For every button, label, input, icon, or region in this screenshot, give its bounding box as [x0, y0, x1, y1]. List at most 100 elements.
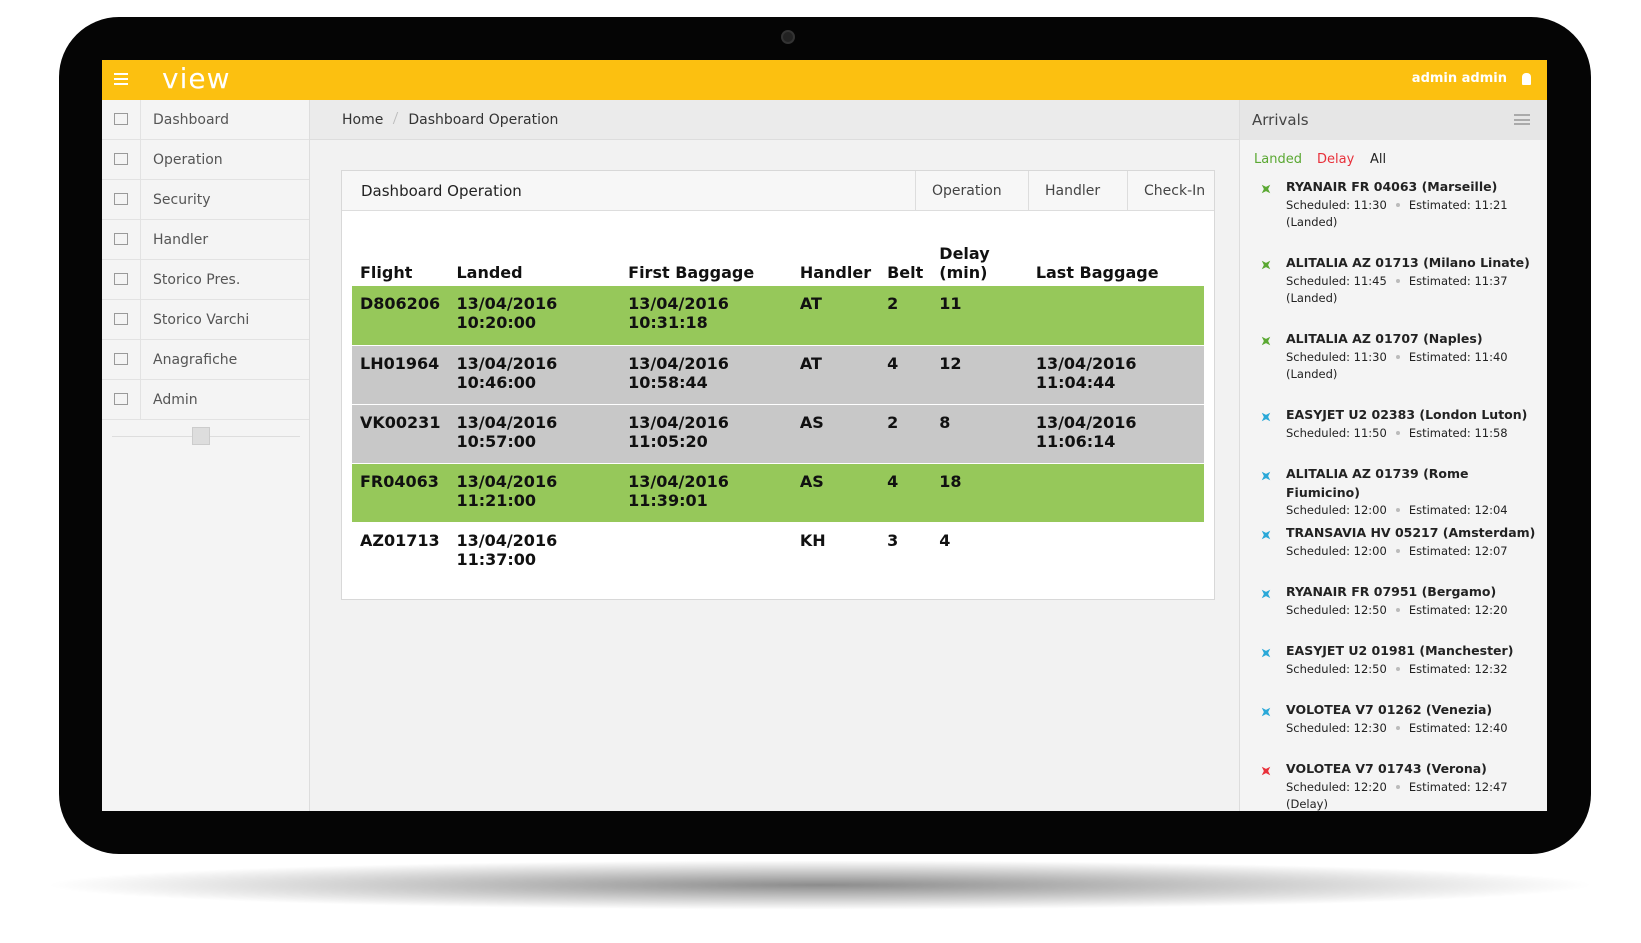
crumb: Dashboard Operation — [408, 112, 559, 128]
flight-scheduled: Scheduled: 11:30 — [1286, 349, 1387, 364]
table-cell — [1027, 463, 1204, 523]
flight-scheduled: Scheduled: 11:50 — [1286, 425, 1387, 440]
sidebar-label: Storico Varchi — [153, 312, 250, 328]
column-header: Delay (min) — [939, 244, 990, 282]
collapse-button[interactable] — [192, 427, 210, 445]
flight-icon — [1260, 408, 1272, 422]
sidebar-divider — [140, 100, 141, 139]
flight-icon — [1260, 332, 1272, 346]
sidebar-item[interactable]: Handler — [102, 220, 309, 260]
table-row: LH01964 13/04/2016 10:46:00 13/04/2016 10:… — [352, 345, 1204, 405]
sidebar-divider — [140, 380, 141, 419]
user-menu[interactable]: admin admin — [1411, 71, 1507, 86]
dot — [1395, 725, 1400, 730]
flight-estimated: Estimated: 11:58 — [1408, 425, 1508, 440]
table-cell: 2 — [879, 404, 932, 464]
sidebar-icon — [114, 393, 128, 405]
crumb-separator — [393, 112, 399, 124]
sidebar-rule — [112, 436, 192, 437]
flight-icon — [1260, 762, 1272, 776]
plane-glyph — [1261, 589, 1271, 599]
flight-entry: EASYJET U2 01981 (Manchester) Scheduled: … — [1286, 642, 1546, 678]
flight-estimated: Estimated: 11:37 — [1408, 273, 1508, 288]
sidebar-item[interactable]: Operation — [102, 140, 309, 180]
table-cell: 13/04/2016 10:57:00 — [448, 404, 621, 464]
flight-icon — [1260, 526, 1272, 540]
table-cell — [1027, 286, 1204, 346]
arrivals-filter[interactable]: Landed — [1254, 152, 1302, 167]
flight-status: (Landed) — [1286, 291, 1338, 305]
flight-entry: TRANSAVIA HV 05217 (Amsterdam) Scheduled:… — [1286, 524, 1546, 560]
arrivals-menu[interactable] — [1514, 114, 1530, 125]
logo[interactable]: view — [162, 62, 231, 95]
table-cell: 13/04/2016 11:37:00 — [448, 522, 621, 582]
panel-tab[interactable]: Handler — [1028, 171, 1127, 211]
table-cell — [1027, 522, 1204, 582]
flight-estimated: Estimated: 12:40 — [1408, 720, 1508, 735]
dot — [1395, 607, 1400, 612]
plane-glyph — [1261, 412, 1271, 422]
table-cell: 13/04/2016 10:58:44 — [620, 345, 792, 405]
crumb[interactable]: Home — [342, 112, 384, 128]
sidebar-divider — [140, 300, 141, 339]
dot — [1395, 202, 1400, 207]
dot — [1395, 354, 1400, 359]
table-cell: 11 — [931, 286, 1028, 346]
sidebar-divider — [140, 180, 141, 219]
sidebar: Dashboard Operation Security Handler Storico… — [102, 100, 310, 811]
panel-tab[interactable]: Check-In — [1127, 171, 1214, 211]
flight-entry: VOLOTEA V7 01262 (Venezia) Scheduled: 12:… — [1286, 701, 1546, 737]
sidebar-icon — [114, 193, 128, 205]
flight-icon — [1260, 644, 1272, 658]
table-cell: AZ01713 — [352, 522, 449, 582]
table-header: Flight Landed First Baggage Handler Belt Dela… — [352, 236, 1204, 286]
sidebar-label: Operation — [153, 152, 223, 168]
flight-entry: ALITALIA AZ 01707 (Naples) Scheduled: 11:… — [1286, 330, 1546, 384]
arrivals-filter[interactable]: All — [1370, 152, 1387, 167]
camera — [781, 30, 795, 44]
table-cell: 13/04/2016 11:39:01 — [620, 463, 792, 523]
sidebar-icon — [114, 153, 128, 165]
arrivals-header: Arrivals — [1240, 100, 1547, 140]
arrivals-panel: Arrivals Landed Delay All RYANAIR FR 04063 … — [1239, 100, 1547, 811]
sidebar-item[interactable]: Dashboard — [102, 100, 309, 140]
flight-status: (Landed) — [1286, 367, 1338, 381]
menu-button[interactable] — [114, 73, 128, 85]
sidebar-label: Storico Pres. — [153, 272, 241, 288]
plane-glyph — [1261, 707, 1271, 717]
table-cell: 13/04/2016 11:04:44 — [1027, 345, 1204, 405]
table-cell: AS — [791, 404, 880, 464]
table-cell: FR04063 — [352, 463, 449, 523]
sidebar-item[interactable]: Admin — [102, 380, 309, 420]
dot — [1395, 666, 1400, 671]
flight-scheduled: Scheduled: 12:00 — [1286, 543, 1387, 558]
top-bar: view admin admin — [102, 60, 1547, 100]
flight-scheduled: Scheduled: 12:00 — [1286, 503, 1387, 517]
sidebar-icon — [114, 313, 128, 325]
table-cell: 2 — [879, 286, 932, 346]
panel-tab[interactable]: Operation — [915, 171, 1028, 211]
sidebar-item[interactable]: Anagrafiche — [102, 340, 309, 380]
sidebar-item[interactable]: Security — [102, 180, 309, 220]
flight-icon — [1260, 703, 1272, 717]
table-cell: 13/04/2016 10:31:18 — [620, 286, 792, 346]
sidebar-icon — [114, 113, 128, 125]
flight-icon — [1260, 180, 1272, 194]
flight-name: RYANAIR FR 04063 (Marseille) — [1286, 179, 1498, 194]
flight-name: VOLOTEA V7 01743 (Verona) — [1286, 761, 1487, 776]
flight-scheduled: Scheduled: 11:30 — [1286, 197, 1387, 212]
sidebar-item[interactable]: Storico Varchi — [102, 300, 309, 340]
arrivals-filter[interactable]: Delay — [1317, 152, 1355, 167]
table-cell — [620, 522, 792, 582]
flight-icon — [1260, 585, 1272, 599]
dot — [1395, 548, 1400, 553]
column-header: Landed — [456, 263, 523, 282]
table-cell: 12 — [931, 345, 1028, 405]
column-header: Handler — [799, 263, 872, 282]
sidebar-item[interactable]: Storico Pres. — [102, 260, 309, 300]
screen: view admin admin Dashboard Operation Secur… — [102, 60, 1547, 811]
table-cell: 13/04/2016 10:46:00 — [448, 345, 621, 405]
table-cell: 13/04/2016 11:05:20 — [620, 404, 792, 464]
flight-name: VOLOTEA V7 01262 (Venezia) — [1286, 702, 1493, 717]
flight-estimated: Estimated: 12:47 (Delay) — [1286, 779, 1508, 812]
